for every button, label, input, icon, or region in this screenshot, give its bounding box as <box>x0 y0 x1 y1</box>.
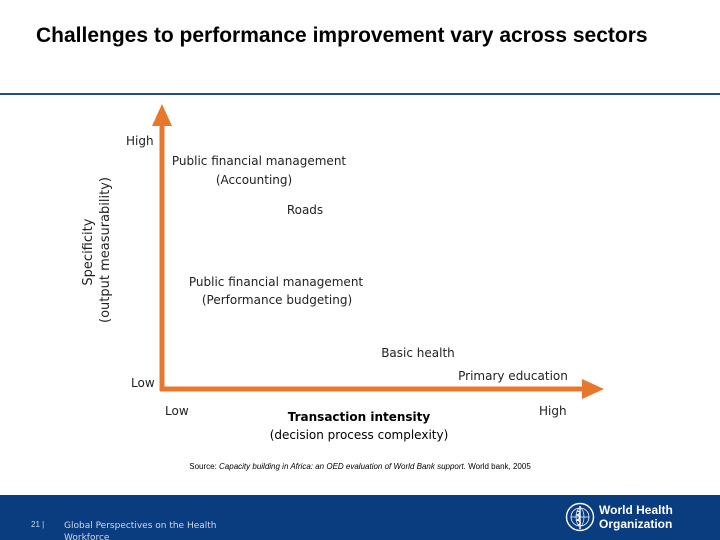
source-prefix: Source: <box>189 462 220 471</box>
item-roads: Roads <box>287 203 323 217</box>
organization-name-line1: World Health <box>599 503 673 517</box>
y-axis-label-line2: (output measurability) <box>98 177 113 323</box>
footer-bar: 21 | Global Perspectives on the Health W… <box>0 495 720 540</box>
organization-name-line2: Organization <box>599 517 673 531</box>
x-axis-label-line1: Transaction intensity <box>288 410 431 424</box>
item-basic-health: Basic health <box>381 346 455 360</box>
y-axis-arrowhead <box>152 104 172 126</box>
x-axis-low-label: Low <box>165 404 189 418</box>
organization-name: World Health Organization <box>599 503 709 531</box>
y-axis-low-label: Low <box>131 376 155 390</box>
x-axis-high-label: High <box>539 404 567 418</box>
source-citation: Capacity building in Africa: an OED eval… <box>219 462 466 471</box>
page-number: 21 | <box>31 520 45 529</box>
slide-title: Challenges to performance improvement va… <box>36 24 648 47</box>
who-emblem-icon <box>565 502 595 532</box>
y-axis-high-label: High <box>126 134 154 148</box>
footer-text: Global Perspectives on the Health Workfo… <box>64 521 217 540</box>
item-primary-education: Primary education <box>458 369 568 383</box>
title-divider <box>0 93 720 95</box>
source-suffix: World bank, 2005 <box>465 462 531 471</box>
x-axis-arrowhead <box>582 379 604 399</box>
y-axis-label: Specificity (output measurability) <box>81 177 113 323</box>
source-note: Source: Capacity building in Africa: an … <box>0 462 720 471</box>
item-pfm-accounting-line2: (Accounting) <box>216 173 292 187</box>
x-axis-label-line2: (decision process complexity) <box>270 428 449 442</box>
item-pfm-budgeting-line2: (Performance budgeting) <box>202 293 352 307</box>
item-pfm-budgeting-line1: Public financial management <box>189 275 364 289</box>
item-pfm-accounting-line1: Public financial management <box>172 154 347 168</box>
y-axis-label-line1: Specificity <box>81 218 96 285</box>
